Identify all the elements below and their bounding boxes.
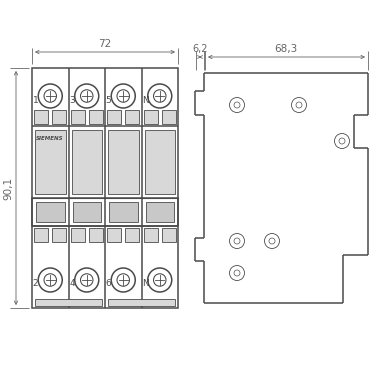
Text: N: N [142,95,149,104]
Circle shape [111,84,135,108]
Circle shape [75,268,99,292]
Text: 6: 6 [106,280,112,288]
Bar [108,130,139,194]
Circle shape [38,84,62,108]
Circle shape [339,138,345,144]
Bar [71,110,85,124]
Bar [107,228,121,242]
Bar [107,110,121,124]
Circle shape [111,268,135,292]
Circle shape [44,274,57,286]
Circle shape [234,102,240,108]
Bar [35,130,65,194]
Circle shape [154,90,166,102]
Text: 90,1: 90,1 [3,176,13,199]
Bar [72,130,102,194]
Circle shape [80,90,93,102]
Bar [32,198,178,226]
Circle shape [148,268,172,292]
Text: 5: 5 [106,95,112,104]
Circle shape [229,233,244,248]
Text: 6,2: 6,2 [192,44,208,54]
Bar [144,130,175,194]
Bar [32,68,178,308]
Bar [162,110,176,124]
Circle shape [335,134,350,149]
Bar [72,202,101,222]
Text: 3: 3 [69,95,75,104]
Bar [144,110,158,124]
Bar [89,110,103,124]
Circle shape [269,238,275,244]
Bar [35,299,102,306]
Text: 72: 72 [99,39,112,49]
Circle shape [234,238,240,244]
Text: 68,3: 68,3 [275,44,298,54]
Bar [52,228,66,242]
Circle shape [44,90,57,102]
Circle shape [117,90,129,102]
Circle shape [296,102,302,108]
Text: 4: 4 [69,280,75,288]
Bar [108,299,175,306]
Circle shape [80,274,93,286]
Bar [36,202,65,222]
Circle shape [75,84,99,108]
Bar [34,228,48,242]
Text: 1: 1 [33,95,38,104]
Circle shape [229,266,244,281]
Circle shape [38,268,62,292]
Bar [146,202,174,222]
Bar [125,110,139,124]
Bar [71,228,85,242]
Text: N: N [142,280,149,288]
Bar [52,110,66,124]
Circle shape [117,274,129,286]
Circle shape [234,270,240,276]
Text: SIEMENS: SIEMENS [36,136,64,141]
Bar [125,228,139,242]
Text: 2: 2 [33,280,38,288]
Polygon shape [195,73,368,303]
Circle shape [229,97,244,112]
Bar [144,228,158,242]
Bar [162,228,176,242]
Bar [32,198,178,226]
Bar [109,202,137,222]
Circle shape [154,274,166,286]
Bar [34,110,48,124]
Circle shape [148,84,172,108]
Circle shape [264,233,280,248]
Bar [89,228,103,242]
Circle shape [291,97,306,112]
